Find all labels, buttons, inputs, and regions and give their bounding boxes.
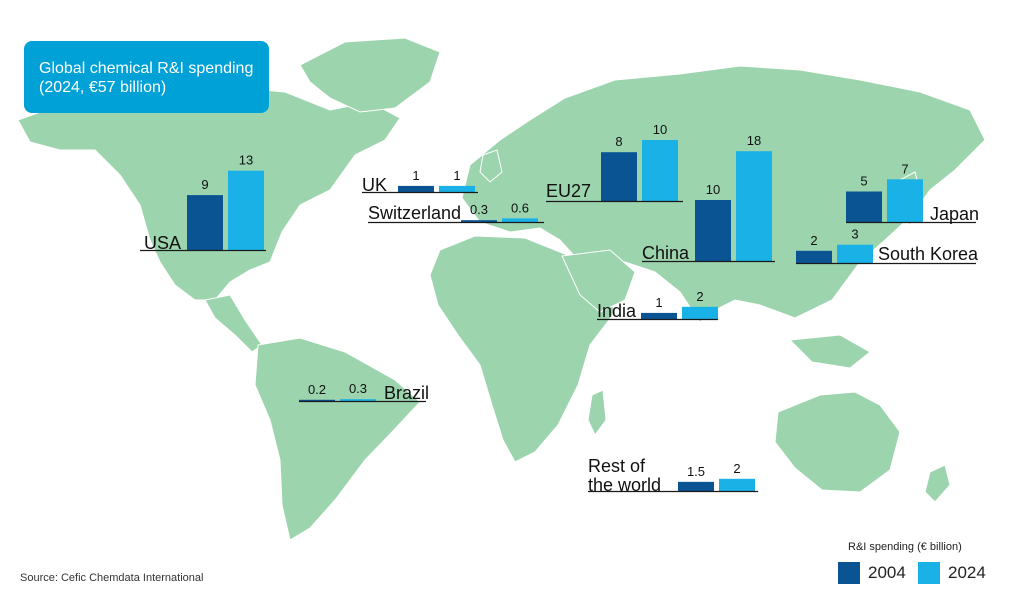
value-label-2004-japan: 5 (860, 174, 867, 189)
bar-2004-uk (398, 185, 434, 192)
bar-2004-brazil (299, 399, 335, 401)
value-label-2004-eu27: 8 (615, 134, 622, 149)
value-label-2004-uk: 1 (412, 168, 419, 183)
value-label-2004-china: 10 (706, 182, 720, 197)
south-east-asia-islands (788, 334, 871, 369)
legend-swatch-2024 (918, 562, 940, 584)
bar-2024-usa (228, 170, 264, 250)
region-label-brazil: Brazil (384, 383, 429, 403)
region-label-japan: Japan (930, 204, 979, 224)
new-zealand-landmass (924, 464, 951, 503)
region-label-china: China (642, 243, 690, 263)
value-label-2024-eu27: 10 (653, 122, 667, 137)
value-label-2024-switzerland: 0.6 (511, 200, 529, 215)
legend-swatch-2004 (838, 562, 860, 584)
bar-2024-china (736, 151, 772, 261)
bar-2004-switzerland (461, 220, 497, 222)
value-label-2024-japan: 7 (901, 161, 908, 176)
bar-2004-eu27 (601, 152, 637, 201)
bar-2024-switzerland (502, 218, 538, 222)
region-label-south-korea: South Korea (878, 244, 979, 264)
region-label-uk: UK (362, 175, 387, 195)
value-label-2004-india: 1 (655, 295, 662, 310)
uk-landmass (479, 149, 503, 183)
legend-label-2004: 2004 (868, 563, 906, 582)
bar-2024-south-korea (837, 244, 873, 263)
bar-2024-brazil (340, 399, 376, 401)
legend-title: R&I spending (€ billion) (848, 541, 962, 553)
bar-2004-south-korea (796, 250, 832, 263)
value-label-2004-brazil: 0.2 (308, 382, 326, 397)
value-label-2004-south-korea: 2 (810, 233, 817, 248)
value-label-2024-rest-of-the-world: 2 (733, 461, 740, 476)
south-america-landmass (254, 337, 421, 541)
source-note: Source: Cefic Chemdata International (20, 572, 204, 584)
bar-2024-eu27 (642, 140, 678, 201)
chart-title: Global chemical R&I spending (39, 60, 254, 77)
value-label-2024-south-korea: 3 (851, 227, 858, 242)
bar-2024-japan (887, 179, 923, 222)
bar-2004-japan (846, 191, 882, 222)
value-label-2004-rest-of-the-world: 1.5 (687, 464, 705, 479)
value-label-2004-usa: 9 (201, 177, 208, 192)
bar-2004-rest-of-the-world (678, 481, 714, 491)
legend-item-2004: 2004 (838, 562, 906, 584)
madagascar-landmass (587, 389, 607, 436)
title-box: Global chemical R&I spending (2024, €57 … (24, 41, 269, 113)
bar-2004-usa (187, 195, 223, 250)
greenland-landmass (299, 37, 441, 113)
bar-2024-uk (439, 185, 475, 192)
legend-item-2024: 2024 (918, 562, 986, 584)
chart-subtitle: (2024, €57 billion) (39, 79, 167, 96)
australia-landmass (774, 391, 901, 493)
region-label-india: India (597, 301, 637, 321)
region-label-eu27: EU27 (546, 181, 591, 201)
region-label-usa: USA (144, 233, 181, 253)
value-label-2024-china: 18 (747, 133, 761, 148)
region-label-switzerland: Switzerland (368, 203, 461, 223)
bar-2004-china (695, 200, 731, 261)
value-label-2004-switzerland: 0.3 (470, 202, 488, 217)
value-label-2024-brazil: 0.3 (349, 381, 367, 396)
legend-label-2024: 2024 (948, 563, 986, 582)
arabia-landmass (561, 249, 636, 313)
region-label-rest-of-the-world-line2: the world (588, 475, 661, 495)
africa-landmass (429, 235, 616, 463)
value-label-2024-usa: 13 (239, 153, 253, 168)
bar-2024-india (682, 306, 718, 319)
central-america-landmass (204, 294, 263, 353)
value-label-2024-uk: 1 (453, 168, 460, 183)
region-label-rest-of-the-world-line1: Rest of (588, 456, 646, 476)
bar-2024-rest-of-the-world (719, 478, 755, 491)
value-label-2024-india: 2 (696, 289, 703, 304)
bar-2004-india (641, 312, 677, 319)
